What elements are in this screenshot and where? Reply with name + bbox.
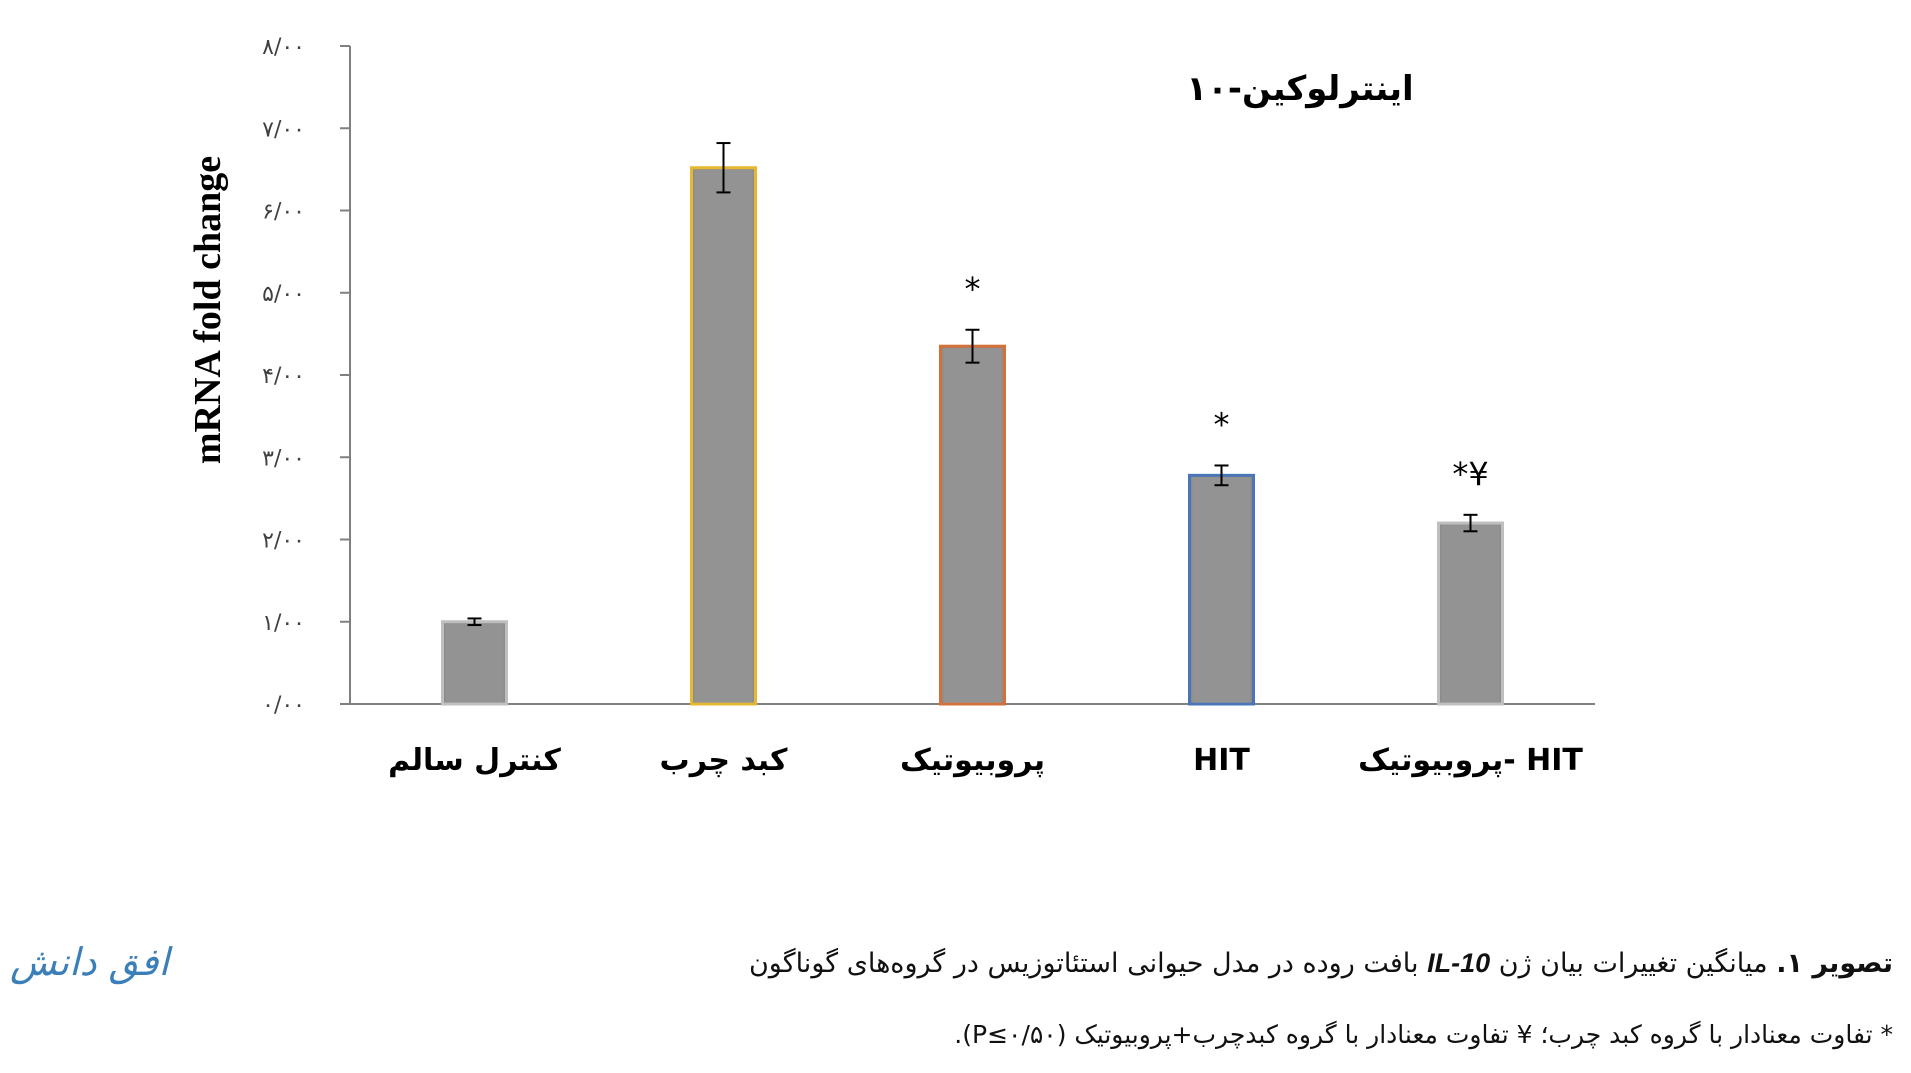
bar-highlight bbox=[1192, 477, 1251, 703]
bar bbox=[1188, 473, 1255, 706]
x-tick-label: HIT bbox=[1193, 743, 1250, 778]
y-tick-label: ۷/۰۰ bbox=[262, 117, 305, 142]
caption-label: تصویر ۱. bbox=[1776, 948, 1893, 979]
bar bbox=[939, 344, 1006, 706]
y-axis: ۰/۰۰ ۱/۰۰ ۲/۰۰ ۳/۰۰ ۴/۰۰ ۵/۰۰ ۶/۰۰ ۷/۰۰ ۸/۰۰ bbox=[262, 35, 1595, 718]
x-tick-label: پروبیوتیک- HIT bbox=[1358, 743, 1583, 778]
x-tick-label: کنترل سالم bbox=[388, 743, 561, 778]
bar bbox=[690, 166, 757, 706]
y-tick-label: ۱/۰۰ bbox=[262, 611, 305, 636]
caption-gene: IL-10 bbox=[1427, 948, 1491, 978]
x-tick-label: کبد چرب bbox=[660, 743, 788, 778]
journal-logo: افق دانش bbox=[10, 940, 169, 984]
figure-caption: تصویر ۱. میانگین تغییرات بیان ژن IL-10 ب… bbox=[749, 948, 1893, 979]
chart-title: اینترلوکین-۱۰ bbox=[1186, 69, 1413, 109]
bar-highlight bbox=[694, 169, 753, 704]
y-tick-label: ۶/۰۰ bbox=[262, 200, 305, 225]
x-tick-label: پروبیوتیک bbox=[900, 743, 1045, 778]
caption-note: * تفاوت معنادار با گروه کبد چرب؛ ¥ تفاوت… bbox=[954, 1020, 1893, 1049]
y-tick-label: ۲/۰۰ bbox=[262, 529, 305, 554]
bar-highlight bbox=[1441, 525, 1500, 703]
y-tick-label: ۵/۰۰ bbox=[262, 282, 305, 307]
bar bbox=[1437, 521, 1504, 706]
caption-text-after: بافت روده در مدل حیوانی استئاتوزیس در گر… bbox=[748, 948, 1428, 979]
significance-marker: * bbox=[965, 270, 981, 308]
y-tick-label: ۰/۰۰ bbox=[262, 693, 305, 718]
bar-highlight bbox=[445, 623, 504, 703]
significance-marker: * bbox=[1214, 405, 1230, 443]
caption-text-before: میانگین تغییرات بیان ژن bbox=[1490, 948, 1777, 979]
y-tick-label: ۴/۰۰ bbox=[262, 364, 305, 389]
bars: * * *¥ bbox=[441, 142, 1504, 706]
significance-marker: *¥ bbox=[1452, 455, 1488, 493]
bar bbox=[441, 620, 508, 706]
bar-highlight bbox=[943, 348, 1002, 703]
chart: ۰/۰۰۱/۰۰۲/۰۰۳/۰۰۴/۰۰۵/۰۰۶/۰۰۷/۰۰۸/۰۰ ***… bbox=[187, 35, 1595, 778]
y-axis-title: mRNA fold change bbox=[187, 156, 229, 464]
y-tick-label: ۳/۰۰ bbox=[262, 446, 305, 471]
y-tick-label: ۸/۰۰ bbox=[262, 35, 305, 60]
x-axis-labels: کنترل سالم کبد چرب پروبیوتیک HIT پروبیوتیک- … bbox=[388, 743, 1583, 778]
